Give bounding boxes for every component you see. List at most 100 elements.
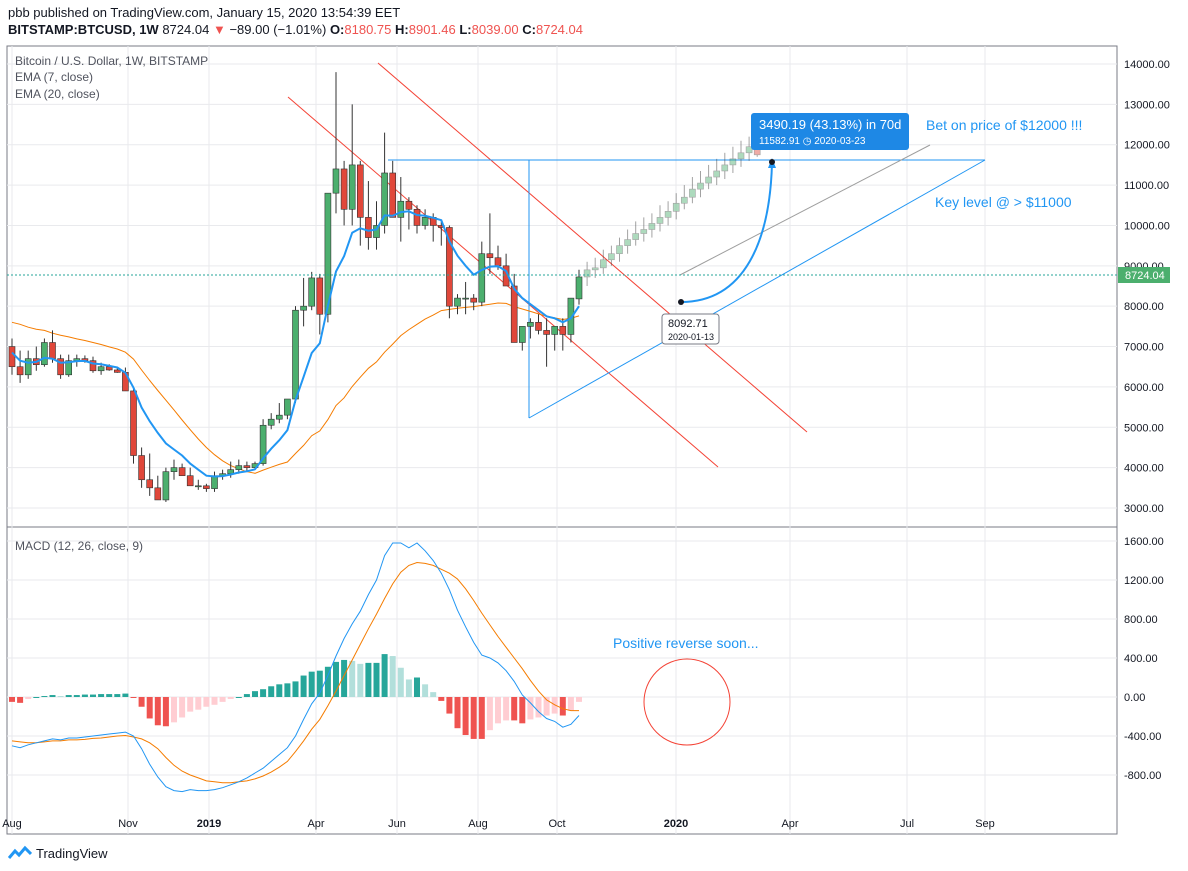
histogram-bar (576, 697, 582, 702)
reverse-circle[interactable] (643, 658, 731, 746)
candle (284, 398, 291, 416)
histogram-bar (219, 697, 226, 702)
histogram-bar (252, 691, 258, 697)
time-tick-label: 2020 (664, 818, 688, 830)
histogram-bar (324, 666, 331, 697)
symbol-label: BITSTAMP:BTCUSD, 1W (8, 22, 159, 37)
candle (324, 192, 332, 315)
price-tick-label: 13000.00 (1124, 99, 1170, 111)
candle (57, 358, 64, 376)
candle (397, 200, 405, 218)
candles (8, 72, 583, 502)
channel-upper-line[interactable] (377, 62, 808, 433)
histogram-bar (333, 661, 339, 697)
measure-label-box[interactable] (751, 113, 909, 150)
candle (535, 322, 542, 331)
candle (486, 253, 494, 259)
candle (41, 342, 48, 366)
histogram-bar (98, 694, 105, 697)
anchor-point[interactable] (678, 299, 684, 305)
histogram-bar (495, 697, 501, 724)
price-tick-label: 7000.00 (1124, 342, 1164, 354)
histogram-bar (41, 696, 48, 698)
low-value: 8039.00 (471, 22, 519, 37)
macd-tick-label: 0.00 (1124, 692, 1145, 704)
histogram-bar (341, 659, 348, 697)
tradingview-logo-icon (8, 845, 32, 859)
projected-candle (705, 176, 712, 184)
candle (16, 366, 24, 376)
last-price-tag (1118, 267, 1170, 283)
macd-tick-label: 400.00 (1124, 653, 1158, 665)
price-tick-label: 6000.00 (1124, 382, 1164, 394)
point-label-box[interactable] (661, 313, 720, 345)
time-tick-label: Oct (548, 818, 565, 830)
high-label: H: (395, 22, 409, 37)
macd-tick-label: 800.00 (1124, 614, 1158, 626)
projected-candle (745, 146, 753, 154)
histogram-bar (195, 697, 202, 710)
histogram-bar (179, 697, 186, 718)
candle (518, 326, 526, 343)
time-tick-label: Aug (468, 818, 488, 830)
candle (405, 200, 413, 210)
candle (575, 276, 583, 300)
price-change: −89.00 (−1.01%) (229, 22, 327, 37)
candle (356, 164, 364, 218)
point-label-date: 2020-01-13 (668, 332, 714, 342)
time-tick-label: Aug (2, 818, 22, 830)
histogram-bar (49, 695, 56, 697)
histogram-bar (454, 697, 461, 729)
reverse-annotation: Positive reverse soon... (613, 635, 759, 651)
macd-legend: MACD (12, 26, close, 9) (15, 539, 143, 553)
candle (340, 168, 348, 210)
candle (559, 326, 567, 335)
candle (478, 253, 486, 303)
target-point[interactable] (769, 159, 775, 165)
candle (138, 455, 145, 481)
brand-name: TradingView (36, 845, 108, 861)
histogram-bar (81, 694, 88, 697)
price-tick-label: 10000.00 (1124, 220, 1170, 232)
projection-trendline[interactable] (679, 144, 931, 276)
candle (203, 485, 210, 489)
projected-candle (632, 233, 640, 240)
histogram-bar (138, 697, 145, 707)
candle (275, 414, 283, 420)
candle (146, 479, 153, 489)
histogram-bar (268, 686, 275, 697)
histogram-bar (357, 663, 364, 697)
histogram-bar (276, 684, 283, 697)
candle (24, 358, 32, 376)
histogram-bar (187, 697, 194, 712)
projected-candle (616, 245, 623, 255)
histogram-bar (316, 670, 323, 697)
candle (267, 418, 275, 426)
projected-candle (583, 269, 591, 278)
time-tick-label: Jun (388, 818, 406, 830)
macd-tick-label: 1600.00 (1124, 536, 1164, 548)
candle (413, 209, 421, 226)
histogram-bar (130, 697, 137, 698)
histogram-bar (373, 662, 380, 697)
candle (494, 257, 502, 267)
ema20-legend: EMA (20, close) (15, 87, 100, 101)
price-axis: 3000.00 4000.00 5000.00 6000.00 7000.00 8000.… (1124, 59, 1170, 515)
candle (543, 330, 550, 335)
histogram-bar (17, 697, 24, 703)
candle (470, 297, 478, 303)
projected-candle (656, 217, 664, 224)
histogram-bar (25, 697, 32, 699)
histogram-bar (430, 692, 437, 697)
ascending-trendline[interactable] (528, 159, 986, 419)
candle (243, 465, 251, 468)
time-tick-label: Sep (975, 818, 995, 830)
histogram-bar (122, 693, 129, 697)
projected-candle (729, 158, 737, 166)
projection-curve[interactable] (680, 162, 773, 303)
histogram-bar (527, 697, 534, 720)
footer-brand[interactable]: TradingView (8, 845, 108, 861)
main-legend-title: Bitcoin / U.S. Dollar, 1W, BITSTAMP (15, 54, 208, 68)
projected-candle (640, 229, 648, 234)
